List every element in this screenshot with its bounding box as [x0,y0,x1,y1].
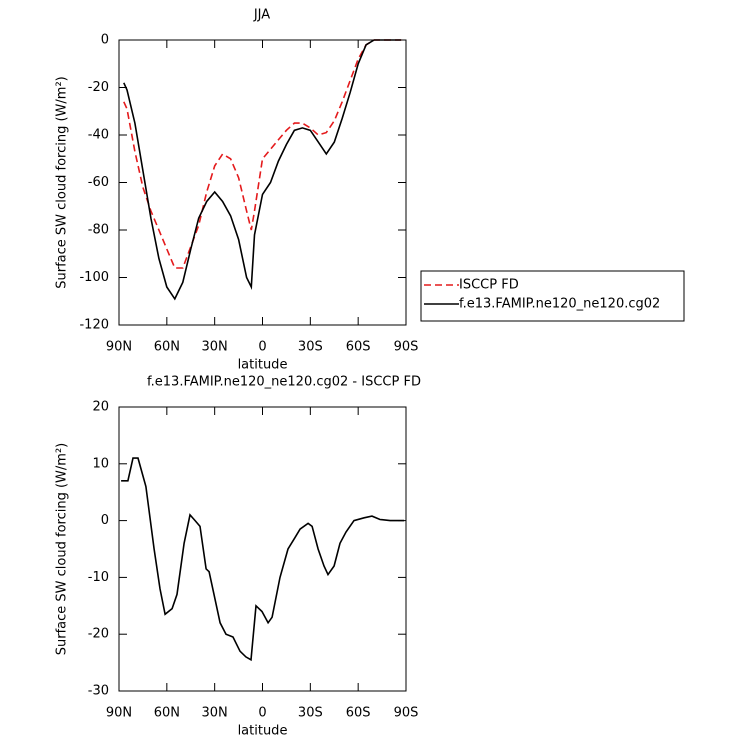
y-tick-label: -20 [88,80,109,95]
x-tick-label: 90N [106,706,132,721]
data-line [123,39,402,269]
legend-label: f.e13.FAMIP.ne120_ne120.cg02 [459,297,660,312]
y-tick-label: -60 [88,175,109,190]
y-tick-label: 0 [101,33,109,48]
plot-frame [118,406,407,692]
chart-title: f.e13.FAMIP.ne120_ne120.cg02 - ISCCP FD [147,375,421,390]
y-axis-label: Surface SW cloud forcing (W/m²) [55,76,70,288]
legend-box [420,270,685,322]
y-tick-label: -20 [88,627,109,642]
x-axis-label: latitude [238,358,288,373]
y-tick-label: 0 [101,513,109,528]
x-tick-label: 0 [258,340,266,355]
legend-label: ISCCP FD [459,278,519,293]
y-axis-label: Surface SW cloud forcing (W/m²) [55,443,70,655]
y-tick-label: -10 [88,570,109,585]
y-tick-label: -40 [88,128,109,143]
x-tick-label: 60N [154,340,180,355]
x-axis-label: latitude [238,724,288,739]
data-line [121,457,405,662]
x-tick-label: 60S [346,340,371,355]
x-tick-label: 60S [346,706,371,721]
y-tick-label: 10 [92,456,109,471]
x-tick-label: 30S [298,340,323,355]
chart-title: JJA [253,8,270,23]
y-tick-label: -120 [79,318,109,333]
x-tick-label: 90S [394,340,419,355]
data-line [123,39,402,301]
y-tick-label: -80 [88,223,109,238]
x-tick-label: 30S [298,706,323,721]
x-tick-label: 30N [202,340,228,355]
x-tick-label: 60N [154,706,180,721]
x-tick-label: 30N [202,706,228,721]
plot-frame [118,39,407,326]
y-tick-label: -30 [88,684,109,699]
x-tick-label: 0 [258,706,266,721]
x-tick-label: 90N [106,340,132,355]
y-tick-label: -100 [79,270,109,285]
y-tick-label: 20 [92,400,109,415]
x-tick-label: 90S [394,706,419,721]
